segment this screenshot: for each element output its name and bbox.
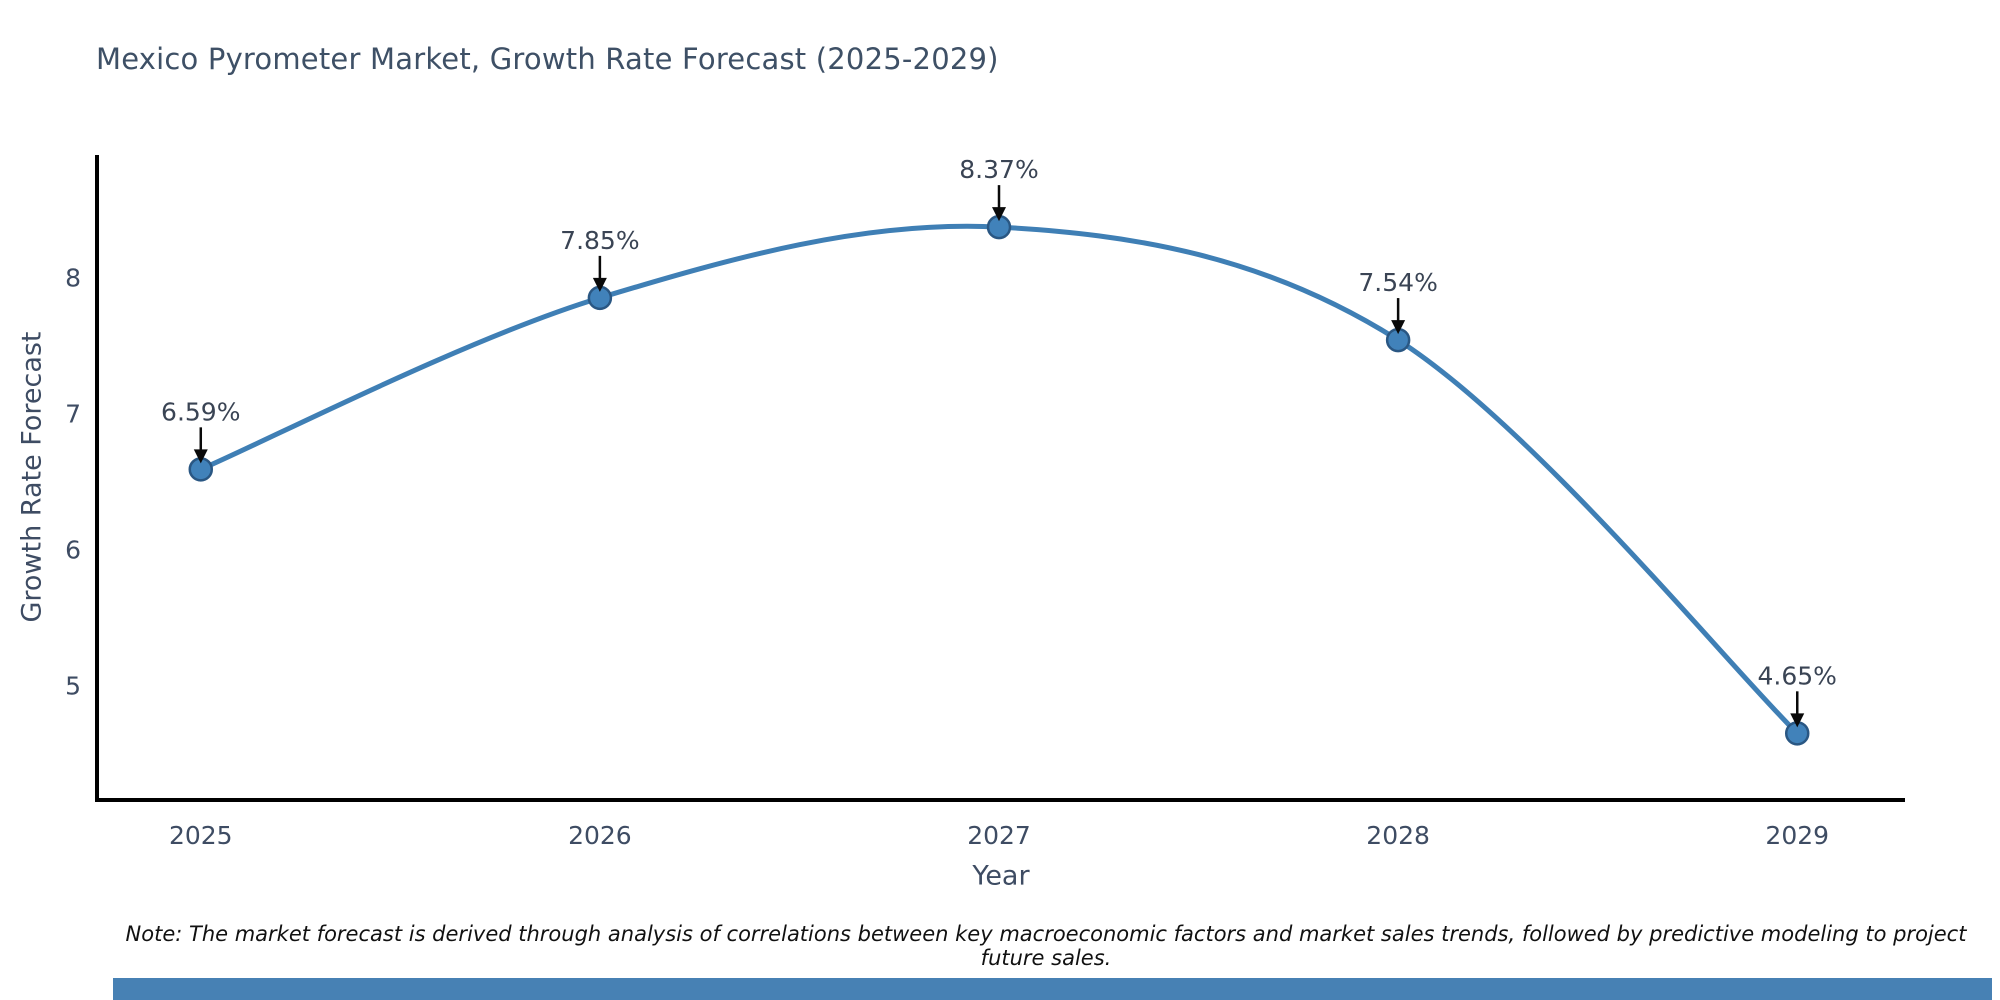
x-tick-2029: 2029 xyxy=(1765,821,1829,850)
annotation-arrowhead-2025 xyxy=(193,449,208,464)
y-tick-5: 5 xyxy=(65,672,81,701)
forecast-line xyxy=(198,223,1800,736)
x-tick-2025: 2025 xyxy=(169,821,233,850)
x-tick-2028: 2028 xyxy=(1366,821,1430,850)
annotation-arrowhead-2026 xyxy=(592,277,607,292)
annotation-label-2026: 7.85% xyxy=(560,226,639,255)
x-tick-2026: 2026 xyxy=(568,821,632,850)
annotation-label-2027: 8.37% xyxy=(959,155,1038,184)
footer-accent-bar xyxy=(113,978,1992,1000)
footnote: Note: The market forecast is derived thr… xyxy=(125,922,1967,970)
annotation-arrowhead-2028 xyxy=(1391,320,1406,335)
annotation-arrowhead-2027 xyxy=(992,207,1007,222)
y-tick-7: 7 xyxy=(65,400,81,429)
y-tick-6: 6 xyxy=(65,536,81,565)
annotation-arrowhead-2029 xyxy=(1790,713,1805,728)
annotation-label-2028: 7.54% xyxy=(1358,268,1437,297)
axes-spines xyxy=(95,155,1905,802)
x-axis-label: Year xyxy=(972,860,1030,892)
annotation-label-2029: 4.65% xyxy=(1758,661,1837,690)
annotation-label-2025: 6.59% xyxy=(161,397,240,426)
x-tick-2027: 2027 xyxy=(967,821,1031,850)
y-tick-8: 8 xyxy=(65,263,81,292)
chart-title: Mexico Pyrometer Market, Growth Rate For… xyxy=(96,42,999,76)
